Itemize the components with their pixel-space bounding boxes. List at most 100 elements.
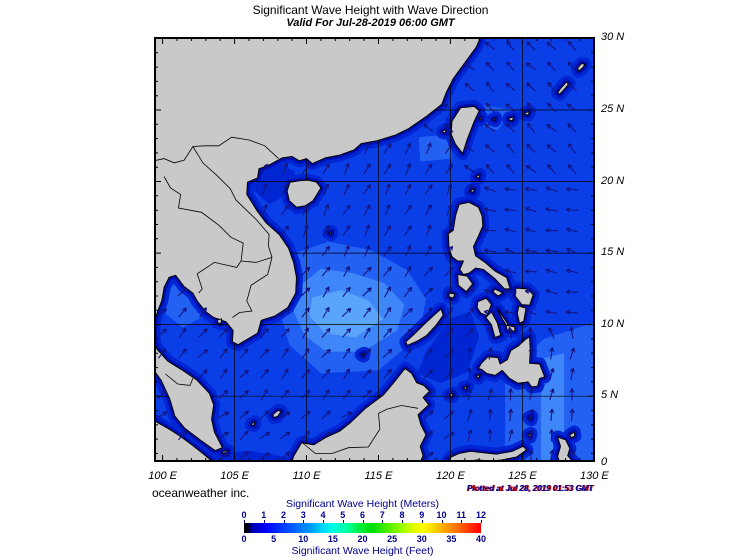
legend-meter-tick-mark bbox=[362, 520, 364, 523]
country-border bbox=[163, 176, 244, 262]
land-mass bbox=[457, 274, 474, 293]
legend-meter-tick: 4 bbox=[320, 510, 326, 520]
legend-meter-tick: 2 bbox=[280, 510, 286, 520]
land-mass bbox=[442, 128, 447, 134]
land-mass bbox=[328, 231, 333, 235]
plotted-timestamp: Plotted at Jul 28, 2019 01:53 GMT bbox=[466, 484, 593, 493]
land-mass bbox=[447, 201, 511, 290]
page-title: Significant Wave Height with Wave Direct… bbox=[252, 3, 489, 17]
legend-meter-tick-mark bbox=[461, 520, 463, 523]
land-mass bbox=[524, 110, 531, 116]
lon-axis-label: 105 E bbox=[220, 470, 249, 482]
legend-feet-tick: 10 bbox=[298, 534, 309, 544]
wave-direction-arrows bbox=[156, 40, 579, 463]
land-mass bbox=[250, 421, 256, 426]
legend-meter-tick-mark bbox=[303, 520, 305, 523]
land-mass bbox=[405, 308, 444, 346]
chart-header: Significant Wave Height with Wave Direct… bbox=[0, 4, 741, 29]
country-border bbox=[301, 405, 419, 454]
lon-axis-label: 120 E bbox=[436, 470, 465, 482]
land-mass bbox=[557, 81, 570, 95]
lon-axis-label: 110 E bbox=[292, 470, 321, 482]
legend-meter-tick-mark bbox=[421, 520, 423, 523]
lat-axis-label: 10 N bbox=[601, 317, 625, 330]
land-mass bbox=[475, 173, 481, 179]
legend-feet-title: Significant Wave Height (Feet) bbox=[291, 545, 434, 557]
country-border bbox=[232, 257, 273, 318]
legend-meter-tick: 8 bbox=[399, 510, 405, 520]
lat-axis-label: 0 bbox=[601, 456, 608, 468]
land-mass bbox=[286, 179, 322, 208]
lon-axis-label: 115 E bbox=[364, 470, 393, 482]
legend-meters-title: Significant Wave Height (Meters) bbox=[285, 498, 440, 510]
legend-meter-tick-mark bbox=[323, 520, 324, 523]
country-border bbox=[153, 136, 279, 164]
legend-meter-tick-mark bbox=[263, 520, 265, 523]
degree-tick-marks bbox=[155, 38, 594, 461]
land-mass bbox=[470, 188, 475, 193]
land-mass bbox=[272, 410, 282, 419]
lon-axis-label: 125 E bbox=[508, 470, 537, 482]
lat-axis-label: 5 N bbox=[601, 389, 619, 402]
wave-height-band bbox=[418, 134, 452, 162]
land-mass bbox=[151, 36, 482, 452]
land-mass bbox=[514, 287, 534, 306]
map-svg bbox=[145, 30, 596, 475]
land-mass bbox=[478, 336, 546, 388]
legend-meter-tick-mark bbox=[342, 520, 344, 523]
legend-meter-tick: 3 bbox=[300, 510, 306, 520]
land-mass bbox=[492, 288, 504, 297]
land-mass bbox=[508, 116, 515, 122]
country-border bbox=[241, 257, 273, 263]
country-border bbox=[192, 146, 273, 258]
lon-axis-label: 130 E bbox=[579, 470, 609, 482]
land-mass bbox=[476, 297, 492, 316]
legend-feet-tick: 40 bbox=[475, 534, 486, 544]
legend-meter-tick: 5 bbox=[340, 510, 346, 520]
wave-height-colorbar bbox=[244, 523, 481, 533]
legend-meter-tick: 12 bbox=[475, 510, 486, 520]
lon-axis-label: 100 E bbox=[148, 470, 177, 482]
land-mass bbox=[485, 311, 502, 338]
legend-feet-tick: 20 bbox=[357, 534, 368, 544]
land-mass bbox=[360, 352, 365, 357]
legend-meter-tick: 9 bbox=[419, 510, 425, 520]
land-mass bbox=[569, 431, 576, 439]
land-mass bbox=[516, 305, 527, 324]
land-mass bbox=[492, 117, 497, 122]
lat-axis-label: 25 N bbox=[601, 102, 625, 115]
valid-time-subtitle: Valid For Jul-28-2019 06:00 GMT bbox=[286, 16, 455, 29]
legend-meter-tick-mark bbox=[481, 520, 482, 523]
land-mass bbox=[478, 116, 482, 121]
lat-axis-label: 20 N bbox=[601, 174, 625, 187]
legend-feet-tick: 30 bbox=[416, 534, 427, 544]
legend-meter-tick: 1 bbox=[261, 510, 267, 520]
land-mass bbox=[462, 385, 469, 391]
land-mass bbox=[475, 373, 482, 379]
legend-meter-tick: 10 bbox=[436, 510, 447, 520]
legend-meter-tick: 0 bbox=[241, 510, 247, 520]
legend-meter-tick-mark bbox=[441, 520, 443, 523]
legend-feet-tick: 0 bbox=[241, 534, 247, 544]
map-plot-area bbox=[145, 30, 596, 475]
land-mass bbox=[289, 367, 431, 469]
legend-meter-tick: 7 bbox=[379, 510, 385, 520]
land-mass bbox=[577, 63, 586, 72]
legend-meter-tick-mark bbox=[402, 520, 403, 523]
legend-feet-tick: 15 bbox=[327, 534, 338, 544]
land-mass bbox=[448, 392, 454, 398]
wave-height-band bbox=[309, 290, 383, 338]
legend-feet-tick: 5 bbox=[271, 534, 277, 544]
lat-axis-label: 15 N bbox=[601, 246, 625, 259]
land-mass bbox=[450, 105, 480, 155]
country-border bbox=[196, 260, 242, 294]
land-mass bbox=[496, 308, 510, 330]
lat-axis-label: 30 N bbox=[601, 31, 625, 44]
land-mass bbox=[448, 292, 456, 299]
legend-meter-tick-mark bbox=[244, 520, 245, 523]
oceanweather-credit: oceanweather inc. bbox=[152, 486, 250, 500]
legend-meter-tick-mark bbox=[283, 520, 285, 523]
country-border bbox=[165, 373, 194, 386]
